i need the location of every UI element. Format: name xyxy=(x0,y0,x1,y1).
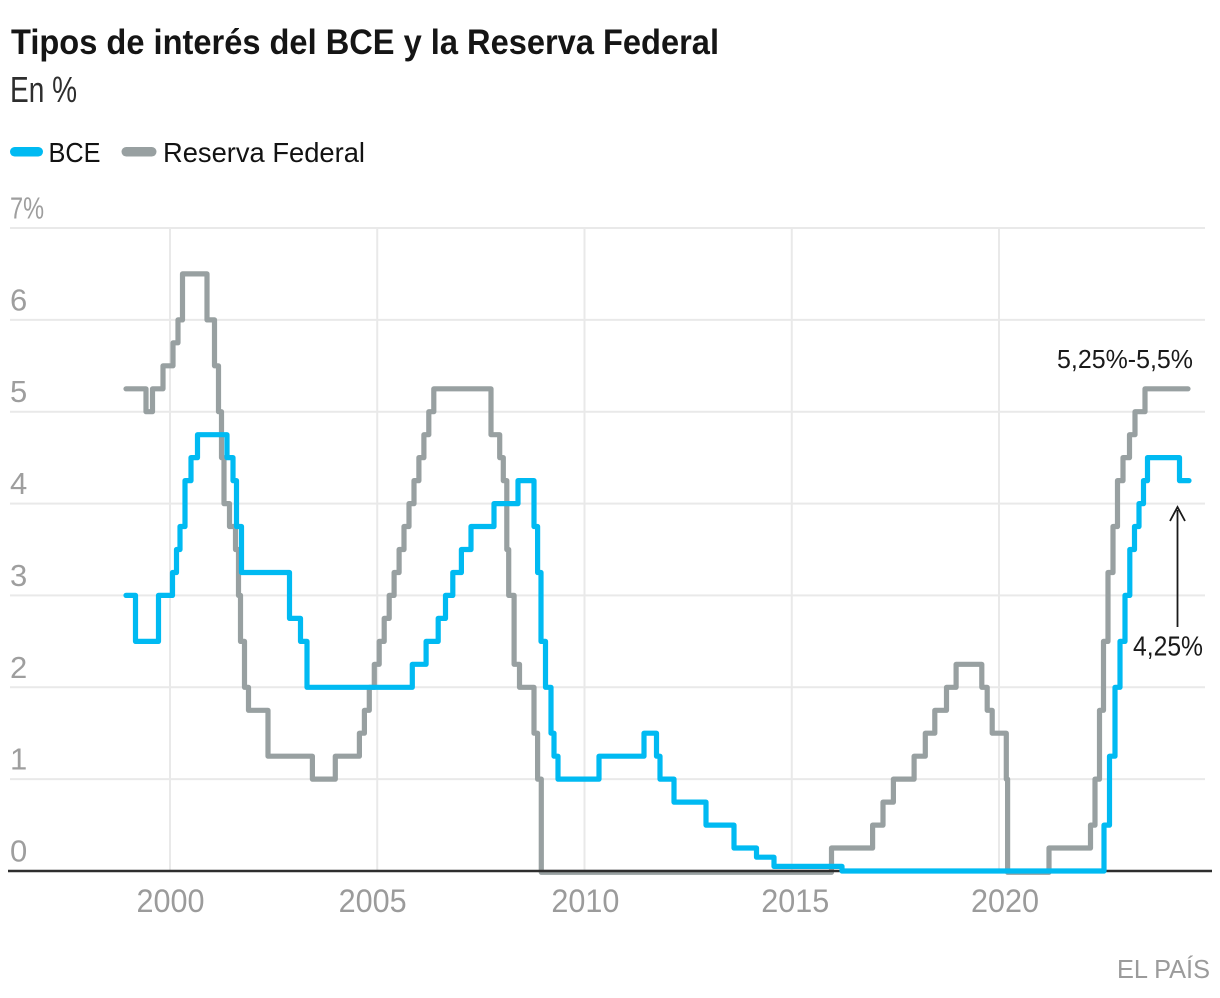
svg-text:En %: En % xyxy=(10,69,77,110)
svg-text:7%: 7% xyxy=(10,191,44,226)
svg-text:2000: 2000 xyxy=(137,883,205,919)
svg-text:3: 3 xyxy=(10,558,27,593)
svg-text:0: 0 xyxy=(10,834,27,869)
svg-text:BCE: BCE xyxy=(49,137,101,168)
svg-text:2010: 2010 xyxy=(551,883,619,919)
svg-text:6: 6 xyxy=(10,282,27,317)
svg-text:Tipos de interés del BCE y la: Tipos de interés del BCE y la Reserva Fe… xyxy=(11,23,719,62)
svg-text:4,25%: 4,25% xyxy=(1133,631,1203,662)
svg-text:Reserva Federal: Reserva Federal xyxy=(163,137,365,168)
svg-text:2015: 2015 xyxy=(761,883,829,919)
svg-text:EL PAÍS: EL PAÍS xyxy=(1117,954,1210,984)
svg-text:2: 2 xyxy=(10,650,27,685)
svg-text:2005: 2005 xyxy=(339,883,407,919)
svg-text:5,25%-5,5%: 5,25%-5,5% xyxy=(1057,346,1193,374)
svg-text:4: 4 xyxy=(10,466,27,501)
svg-text:5: 5 xyxy=(10,374,27,409)
svg-text:2020: 2020 xyxy=(971,883,1039,919)
svg-text:1: 1 xyxy=(10,742,27,777)
